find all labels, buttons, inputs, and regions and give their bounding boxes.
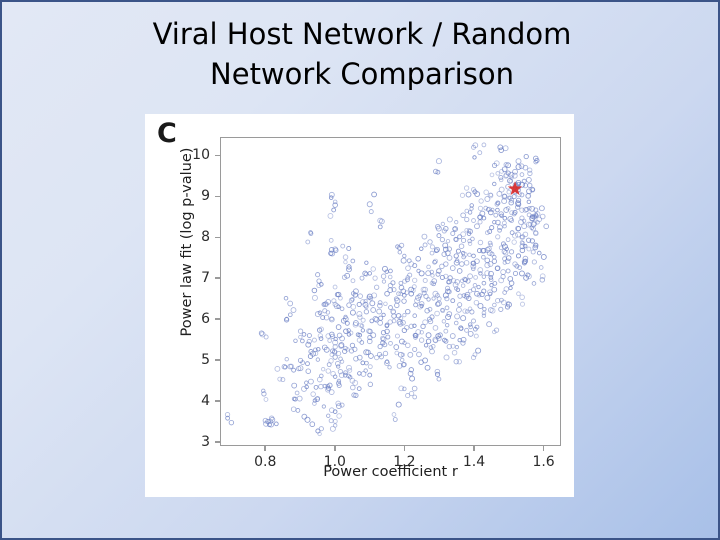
x-tick-label: 1.2 bbox=[393, 454, 416, 470]
y-tick-label: 3 bbox=[201, 433, 210, 450]
y-tick-label: 5 bbox=[201, 352, 210, 369]
slide-title: Viral Host Network / Random Network Comp… bbox=[152, 17, 572, 91]
y-tick-label: 4 bbox=[201, 392, 210, 409]
x-tick-mark bbox=[264, 446, 266, 451]
y-tick-label: 8 bbox=[201, 229, 210, 246]
y-tick-mark bbox=[215, 359, 220, 361]
x-axis-label: Power coefficient r bbox=[323, 464, 458, 480]
y-tick-mark bbox=[215, 154, 220, 157]
y-tick-mark bbox=[215, 236, 220, 239]
highlight-star-marker bbox=[507, 181, 523, 195]
x-tick-label: 1.6 bbox=[532, 454, 555, 470]
x-tick-mark bbox=[403, 446, 406, 451]
y-tick-mark bbox=[215, 400, 220, 402]
x-tick-mark bbox=[542, 446, 545, 451]
scatter-series-random-networks bbox=[224, 142, 549, 437]
scatter-plot-area bbox=[220, 137, 561, 446]
x-tick-label: 1.4 bbox=[462, 454, 486, 470]
x-tick-label: 1.0 bbox=[323, 454, 346, 470]
figure-panel-c: C Power law fit (log p-value) 3 4 5 6 7 8 9 10 … bbox=[145, 114, 574, 497]
y-tick-mark bbox=[215, 195, 220, 198]
y-tick-label: 6 bbox=[201, 311, 210, 328]
panel-letter-label: C bbox=[157, 118, 177, 149]
y-tick-mark bbox=[215, 441, 220, 443]
x-tick-mark bbox=[334, 446, 336, 451]
scatter-points-layer bbox=[224, 142, 549, 437]
y-tick-label: 9 bbox=[201, 188, 210, 205]
x-tick-mark bbox=[473, 446, 475, 451]
y-tick-label: 10 bbox=[192, 147, 210, 164]
x-tick-label: 0.8 bbox=[254, 454, 277, 470]
y-tick-mark bbox=[215, 318, 220, 320]
y-tick-mark bbox=[215, 277, 220, 279]
y-tick-label: 7 bbox=[201, 270, 210, 287]
